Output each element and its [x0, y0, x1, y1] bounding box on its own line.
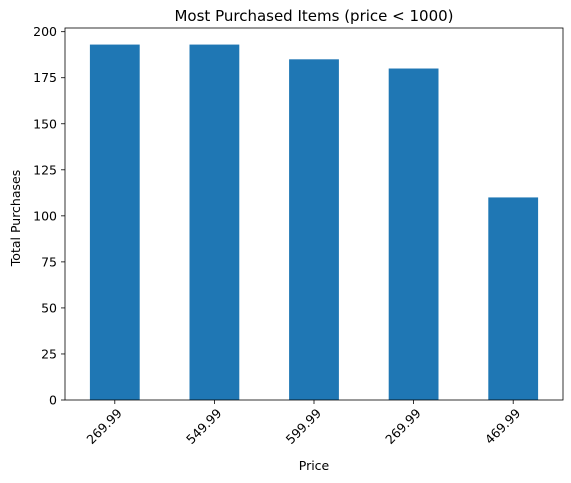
y-tick-label-7: 150 [33, 116, 57, 131]
y-tick-label-4: 75 [41, 254, 57, 269]
bar-5 [488, 197, 539, 400]
x-tick-label-1: 269.99 [83, 405, 125, 447]
y-axis-ticks: 0 25 50 75 100 125 150 175 200 [33, 24, 65, 408]
chart-title: Most Purchased Items (price < 1000) [174, 7, 453, 25]
bar-4 [388, 68, 439, 400]
y-tick-label-6: 125 [33, 162, 57, 177]
x-axis-label: Price [299, 458, 330, 473]
bar-2 [189, 44, 240, 401]
x-tick-label-4: 269.99 [382, 405, 424, 447]
axes-frame [64, 27, 564, 401]
y-axis-label: Total Purchases [8, 170, 23, 267]
x-tick-label-5: 469.99 [482, 405, 524, 447]
x-tick-label-2: 549.99 [183, 405, 225, 447]
y-tick-label-9: 200 [33, 24, 57, 39]
x-tick-label-3: 599.99 [283, 405, 325, 447]
y-tick-label-8: 175 [33, 70, 57, 85]
y-tick-label-5: 100 [33, 208, 57, 223]
y-tick-label-2: 25 [41, 346, 57, 361]
bar-3 [289, 59, 339, 400]
y-tick-label-1: 0 [49, 393, 57, 408]
y-tick-label-3: 50 [41, 300, 57, 315]
bar-1 [89, 44, 140, 401]
plot-area [89, 44, 539, 401]
x-axis-ticks: 269.99 549.99 599.99 269.99 469.99 [83, 400, 523, 447]
